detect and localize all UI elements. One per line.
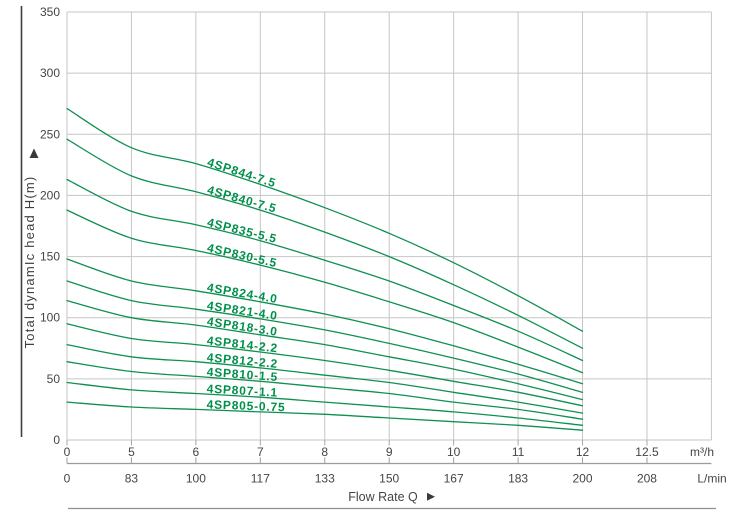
y-axis-title: Total dynamIc head H(m) [22,176,37,349]
pump-curve-4SP840-7.5 [66,138,584,349]
x-tick-label-m3h: 8 [321,445,328,459]
pump-curve-4SP821-4.0 [66,280,584,393]
x-tick-label-m3h: 12.5 [635,445,659,459]
x-tick-label-lmin: 83 [125,472,139,486]
pump-curve-4SP805-0.75 [66,401,584,431]
x-tick-label-lmin: 117 [251,472,270,486]
curve-label: 4SP812-2.2 [206,350,278,371]
x-tick-label-lmin: 200 [573,472,593,486]
x-tick-label-lmin: 133 [315,472,335,486]
curve-label: 4SP835-5.5 [206,215,279,246]
pump-curve-4SP830-5.5 [66,209,584,374]
x-tick-label-m3h: 5 [128,445,135,459]
y-tick-label: 50 [47,372,61,386]
y-tick-label: 150 [40,250,60,264]
right-arrow-icon [427,492,435,501]
x-tick-label-m3h: 11 [512,445,525,459]
x-axis-unit-lmin: L/min [697,472,726,486]
x-tick-label-lmin: 100 [186,472,206,486]
pump-curve-4SP807-1.1 [66,381,584,426]
y-tick-label: 100 [40,311,60,325]
y-tick-label: 350 [40,5,60,19]
curve-label: 4SP807-1.1 [206,382,278,400]
x-tick-label-m3h: 9 [386,445,393,459]
x-tick-label-lmin: 0 [64,472,71,486]
curve-label: 4SP810-1.5 [206,365,278,384]
x-tick-label-lmin: 208 [637,472,657,486]
x-tick-label-m3h: 12 [576,445,590,459]
x-tick-label-lmin: 183 [508,472,528,486]
up-arrow-icon [29,148,39,158]
curve-label: 4SP805-0.75 [206,397,285,414]
pump-curve-4SP824-4.0 [66,258,584,385]
pump-curve-4SP810-1.5 [66,361,584,420]
x-tick-label-lmin: 150 [379,472,399,486]
x-axis-title: Flow Rate Q [348,490,418,504]
y-tick-label: 0 [53,433,60,447]
y-tick-label: 250 [40,127,60,141]
pump-curve-4SP814-2.2 [66,323,584,407]
x-tick-label-m3h: 0 [64,445,71,459]
x-tick-label-m3h: 10 [447,445,461,459]
pump-curve-4SP818-3.0 [66,299,584,401]
x-tick-label-lmin: 167 [444,472,464,486]
y-tick-label: 300 [40,66,60,80]
pump-curve-4SP812-2.2 [66,343,584,414]
y-tick-label: 200 [40,188,60,202]
pump-curve-4SP844-7.5 [66,107,584,332]
x-axis-unit-m3h: m³/h [690,445,714,459]
pump-curve-4SP835-5.5 [66,178,584,362]
x-tick-label-m3h: 6 [193,445,200,459]
curve-label: 4SP830-5.5 [206,241,279,271]
x-tick-label-m3h: 7 [257,445,264,459]
